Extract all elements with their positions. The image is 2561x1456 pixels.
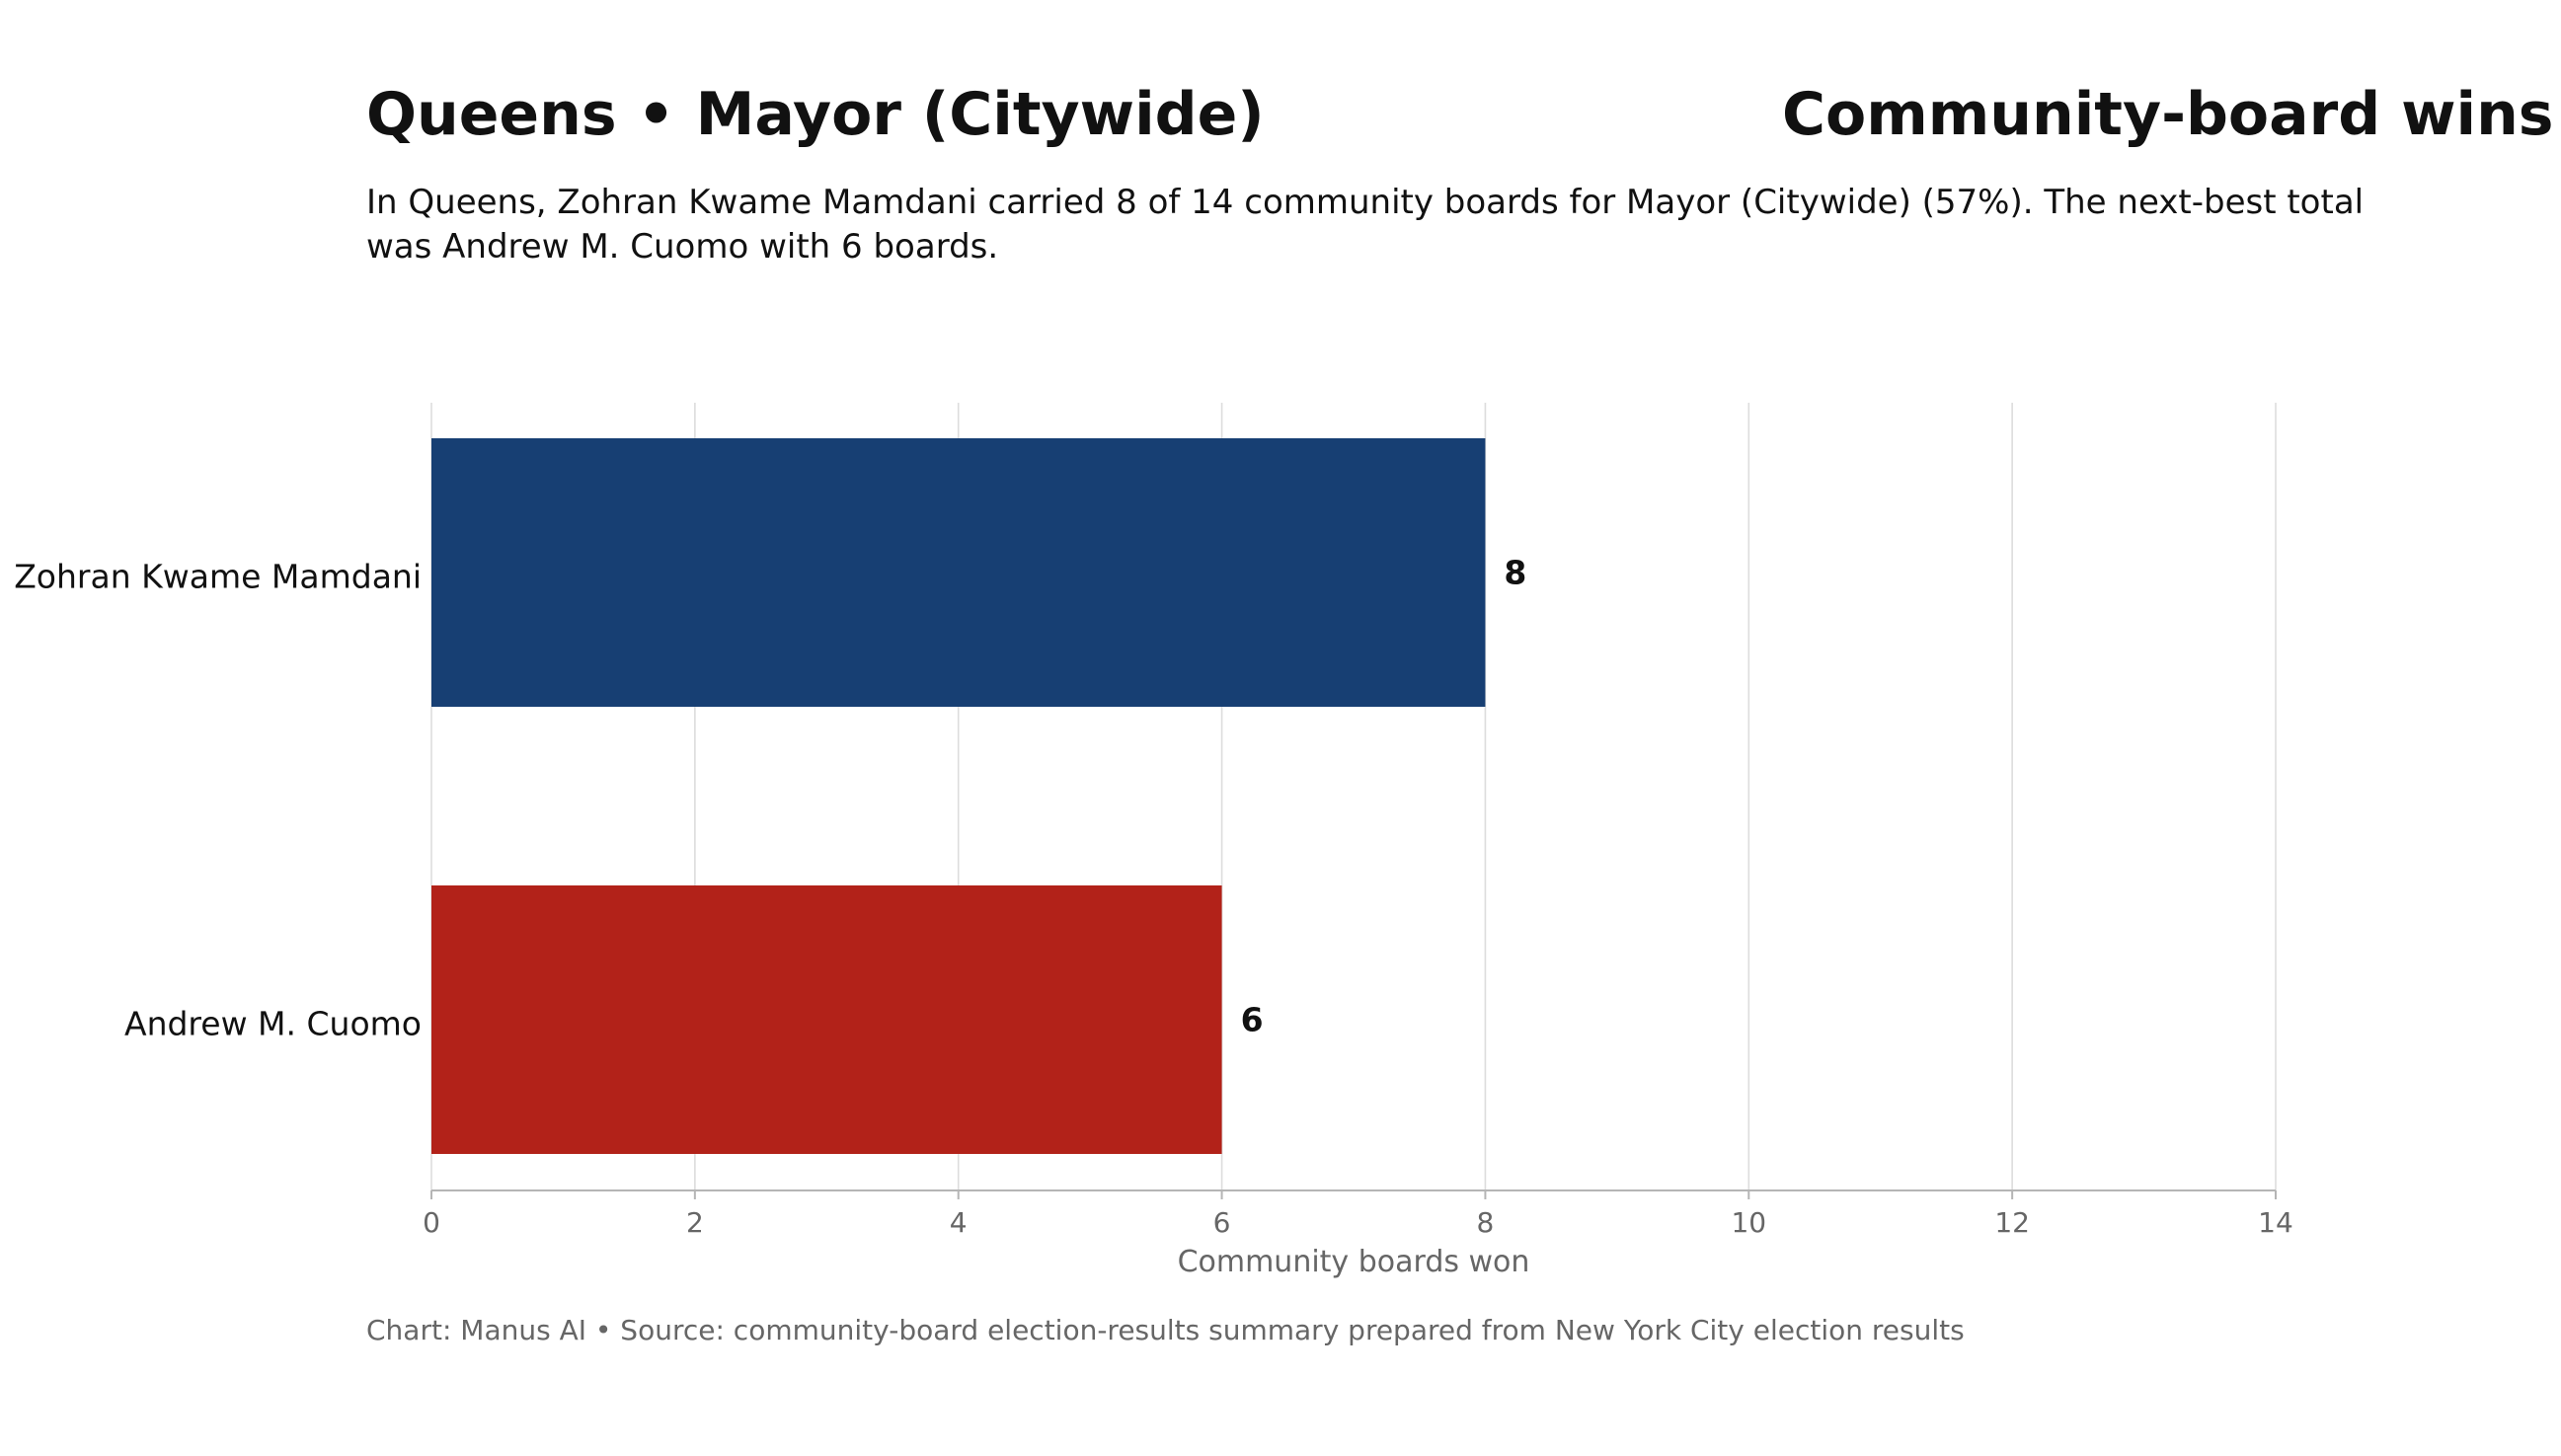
category-label: Andrew M. Cuomo <box>124 1005 422 1043</box>
bar <box>431 438 1486 707</box>
x-axis-title: Community boards won <box>1178 1245 1530 1279</box>
source-note: Chart: Manus AI • Source: community-boar… <box>366 1314 1965 1346</box>
bars <box>431 438 1486 1154</box>
category-label: Zohran Kwame Mamdani <box>14 558 422 596</box>
x-tick-label: 4 <box>950 1206 968 1239</box>
x-tick-label: 2 <box>686 1206 704 1239</box>
chart-subtitle: In Queens, Zohran Kwame Mamdani carried … <box>366 183 2365 267</box>
labels: 8 Zohran Kwame Mamdani 6 Andrew M. Cuomo <box>14 554 1526 1043</box>
x-tick-label: 8 <box>1477 1206 1495 1239</box>
value-label: 6 <box>1241 1001 1264 1039</box>
x-axis: 0 2 4 6 8 10 12 14 Community boards won <box>423 1189 2293 1279</box>
value-label: 8 <box>1504 554 1526 592</box>
x-tick-label: 6 <box>1213 1206 1231 1239</box>
chart-title: Queens • Mayor (Citywide) <box>366 80 1265 149</box>
x-tick-label: 10 <box>1731 1206 1766 1239</box>
x-tick-label: 12 <box>1994 1206 2030 1239</box>
x-tick-label: 14 <box>2258 1206 2293 1239</box>
x-tick-label: 0 <box>423 1206 440 1239</box>
chart-title-right: Community-board wins <box>1782 80 2554 149</box>
bar <box>431 885 1222 1154</box>
